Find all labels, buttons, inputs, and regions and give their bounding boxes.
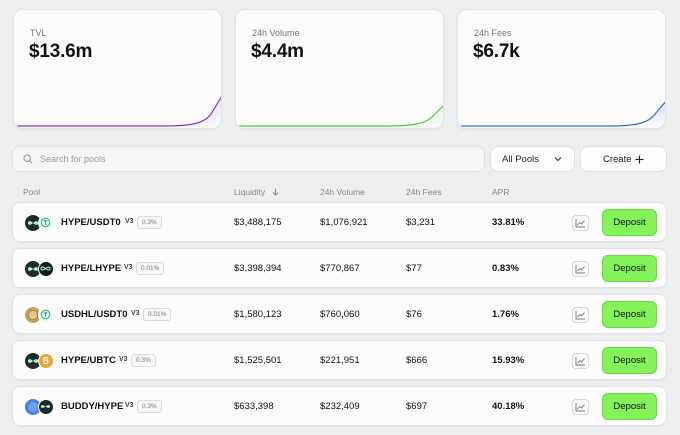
pool-filter-label: All Pools <box>502 153 539 165</box>
chevron-down-icon <box>554 157 562 162</box>
chart-button[interactable] <box>572 261 589 277</box>
column-fees[interactable]: 24h Fees <box>406 187 442 197</box>
chart-icon <box>575 311 585 320</box>
lhype-icon <box>38 261 54 277</box>
liquidity-value: $1,525,501 <box>234 355 282 366</box>
tvl-sparkline <box>14 96 221 128</box>
usdt0-icon <box>38 307 54 323</box>
deposit-button[interactable]: Deposit <box>602 347 657 374</box>
fees-value: $666 <box>406 355 428 366</box>
pool-pair: HYPE/UBTC <box>61 355 116 366</box>
chart-button[interactable] <box>572 399 589 415</box>
volume-label: 24h Volume <box>252 28 300 38</box>
column-volume[interactable]: 24h Volume <box>320 187 365 197</box>
token-pair-icons <box>25 353 55 369</box>
column-liquidity[interactable]: Liquidity <box>234 187 279 197</box>
apr-value: 0.83% <box>492 263 519 274</box>
fee-tier-badge: 0.3% <box>137 216 162 229</box>
fees-card: 24h Fees $6.7k <box>457 9 666 129</box>
volume-value: $770,867 <box>320 263 360 274</box>
pool-row[interactable]: HYPE/USDT0 V3 0.3% $3,488,175 $1,076,921… <box>12 202 667 242</box>
pool-version: V3 <box>124 264 133 271</box>
volume-value: $1,076,921 <box>320 217 368 228</box>
pool-pair: HYPE/LHYPE <box>61 263 122 274</box>
deposit-button[interactable]: Deposit <box>602 209 657 236</box>
pool-row[interactable]: BUDDY/HYPE V3 0.3% $633,398 $232,409 $69… <box>12 386 667 426</box>
usdhl-icon <box>25 307 41 323</box>
fee-tier-badge: 0.3% <box>137 400 162 413</box>
fees-value: $3,231 <box>406 217 436 228</box>
hype-icon <box>25 261 41 277</box>
liquidity-value: $1,580,123 <box>234 309 282 320</box>
sort-arrow-down-icon <box>272 188 278 196</box>
pool-row[interactable]: HYPE/LHYPE V3 0.01% $3,398,394 $770,867 … <box>12 248 667 288</box>
token-pair-icons <box>25 215 55 231</box>
token-pair-icons <box>25 399 55 415</box>
chart-icon <box>575 357 585 366</box>
pool-pair: HYPE/USDT0 <box>61 217 121 228</box>
tvl-label: TVL <box>30 28 47 38</box>
chart-icon <box>575 265 585 274</box>
chart-button[interactable] <box>572 307 589 323</box>
fees-label: 24h Fees <box>474 28 512 38</box>
fee-tier-badge: 0.3% <box>131 354 156 367</box>
fee-tier-badge: 0.01% <box>136 262 165 275</box>
pool-row[interactable]: HYPE/UBTC V3 0.3% $1,525,501 $221,951 $6… <box>12 340 667 380</box>
volume-value: $760,060 <box>320 309 360 320</box>
pool-version: V3 <box>131 310 140 317</box>
pool-version: V3 <box>125 402 134 409</box>
search-icon <box>23 154 33 164</box>
pool-version: V3 <box>119 356 128 363</box>
ubtc-icon <box>38 353 54 369</box>
volume-value: $221,951 <box>320 355 360 366</box>
liquidity-value: $3,398,394 <box>234 263 282 274</box>
deposit-button[interactable]: Deposit <box>602 301 657 328</box>
pool-filter-dropdown[interactable]: All Pools <box>490 146 575 172</box>
chart-button[interactable] <box>572 215 589 231</box>
fees-value: $697 <box>406 401 428 412</box>
volume-value: $4.4m <box>251 41 304 62</box>
hype-icon <box>38 399 54 415</box>
create-button[interactable]: Create <box>580 146 667 172</box>
hype-icon <box>25 215 41 231</box>
fee-tier-badge: 0.01% <box>143 308 172 321</box>
apr-value: 40.18% <box>492 401 525 412</box>
token-pair-icons <box>25 261 55 277</box>
search-input[interactable] <box>40 154 440 164</box>
pool-pair: USDHL/USDT0 <box>61 309 128 320</box>
volume-card: 24h Volume $4.4m <box>235 9 444 129</box>
fees-sparkline <box>458 101 665 128</box>
fees-value: $6.7k <box>473 41 520 62</box>
buddy-icon <box>25 399 41 415</box>
tvl-card: TVL $13.6m <box>13 9 222 129</box>
fees-value: $77 <box>406 263 422 274</box>
column-apr[interactable]: APR <box>492 187 510 197</box>
column-pool: Pool <box>23 187 41 197</box>
chart-icon <box>575 219 585 228</box>
volume-value: $232,409 <box>320 401 360 412</box>
token-pair-icons <box>25 307 55 323</box>
apr-value: 15.93% <box>492 355 525 366</box>
apr-value: 33.81% <box>492 217 525 228</box>
pool-pair: BUDDY/HYPE <box>61 401 124 412</box>
chart-button[interactable] <box>572 353 589 369</box>
liquidity-value: $3,488,175 <box>234 217 282 228</box>
deposit-button[interactable]: Deposit <box>602 255 657 282</box>
deposit-button[interactable]: Deposit <box>602 393 657 420</box>
search-box[interactable] <box>12 146 485 172</box>
pool-row[interactable]: USDHL/USDT0 V3 0.01% $1,580,123 $760,060… <box>12 294 667 334</box>
apr-value: 1.76% <box>492 309 519 320</box>
hype-icon <box>25 353 41 369</box>
chart-icon <box>575 403 585 412</box>
volume-sparkline <box>236 105 443 128</box>
fees-value: $76 <box>406 309 422 320</box>
plus-icon <box>635 155 644 164</box>
liquidity-value: $633,398 <box>234 401 274 412</box>
tvl-value: $13.6m <box>29 41 93 62</box>
create-label: Create <box>603 153 632 165</box>
usdt0-icon <box>38 215 54 231</box>
pool-version: V3 <box>125 218 134 225</box>
column-liquidity-label: Liquidity <box>234 187 266 197</box>
